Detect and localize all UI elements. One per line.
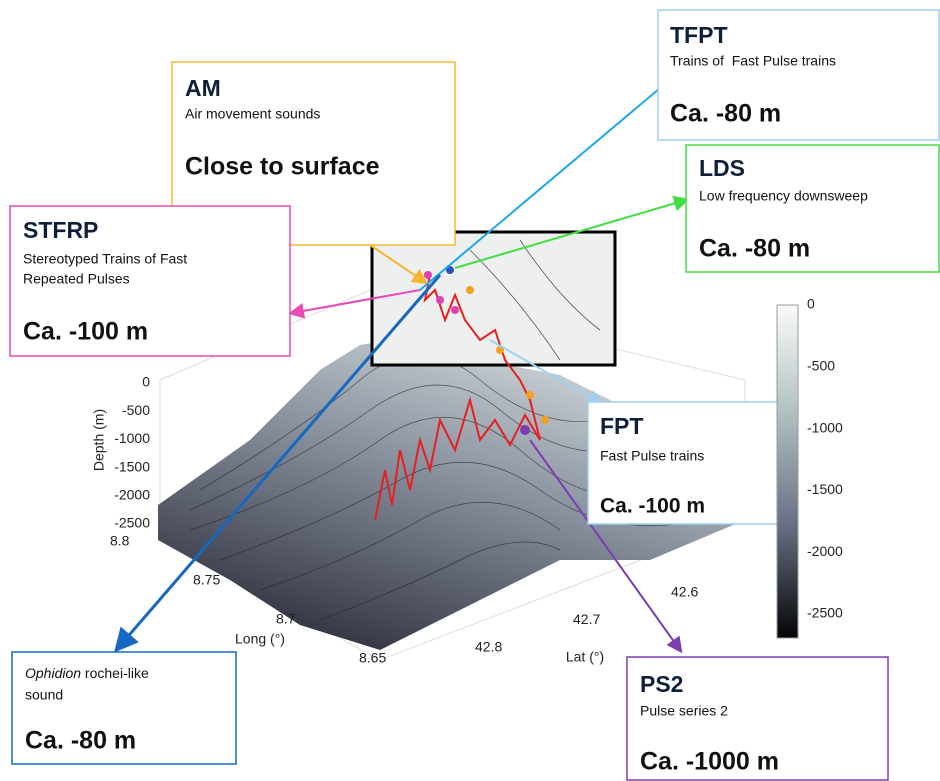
annotation-fpt: FPT Fast Pulse trains Ca. -100 m [588,402,786,524]
annotation-lds: LDS Low frequency downsweep Ca. -80 m [686,145,939,272]
desc: Repeated Pulses [23,271,130,287]
long-tick-label: 8.8 [110,533,130,549]
depth: Ca. -1000 m [640,748,779,776]
title: FPT [600,413,643,439]
annotation-tfpt: TFPT Trains of Fast Pulse trains Ca. -80… [658,10,939,140]
title: AM [185,75,221,101]
depth: Ca. -80 m [699,235,810,263]
desc-rest: rochei-like [81,665,149,681]
desc: Stereotyped Trains of Fast [23,251,187,267]
long-tick-label: 8.65 [359,650,386,666]
depth-tick-label: -1000 [114,430,150,446]
axis-label: Depth (m) [91,409,107,471]
title: STFRP [23,217,98,243]
lat-tick-label: 42.8 [475,639,502,655]
colorbar [777,305,798,638]
desc: Low frequency downsweep [699,188,868,204]
axis-label: Long (°) [235,631,285,647]
annotation-ps2: PS2 Pulse series 2 Ca. -1000 m [627,657,888,780]
depth-tick-label: -500 [122,402,150,418]
axis-label: Lat (°) [566,649,604,665]
lat-tick-label: 42.7 [573,611,600,627]
annotation-stfrp: STFRP Stereotyped Trains of Fast Repeate… [10,206,290,356]
depth: Close to surface [185,153,380,181]
desc: Fast Pulse trains [600,448,704,464]
colorbar-tick-label: -2500 [807,605,843,621]
colorbar-tick-label: 0 [807,296,815,312]
annotation-ophidion: Ophidion rochei-like sound Ca. -80 m [12,652,236,764]
title: PS2 [640,671,683,697]
long-tick-label: 8.7 [276,611,296,627]
zoom-box [372,232,615,365]
colorbar-tick-label: -1500 [807,481,843,497]
desc: Ophidion rochei-like [25,665,149,681]
depth-tick-label: 0 [142,374,150,390]
depth: Ca. -100 m [600,495,705,518]
colorbar-tick-label: -2000 [807,543,843,559]
desc: Air movement sounds [185,106,320,122]
lat-tick-label: 42.6 [671,584,698,600]
title: TFPT [670,22,728,48]
depth: Ca. -80 m [25,727,136,755]
depth-tick-label: -2500 [114,515,150,531]
depth: Ca. -100 m [23,318,148,346]
colorbar-tick-label: -500 [807,358,835,374]
colorbar-tick-label: -1000 [807,419,843,435]
desc: Trains of Fast Pulse trains [670,53,836,69]
species: Ophidion [25,665,81,681]
depth: Ca. -80 m [670,100,781,128]
depth-tick-label: -2000 [114,487,150,503]
desc: Pulse series 2 [640,703,728,719]
figure: AM Air movement sounds Close to surface … [0,0,940,781]
title: LDS [699,155,745,181]
desc: sound [25,687,63,703]
depth-tick-label: -1500 [114,458,150,474]
long-tick-label: 8.75 [193,572,220,588]
